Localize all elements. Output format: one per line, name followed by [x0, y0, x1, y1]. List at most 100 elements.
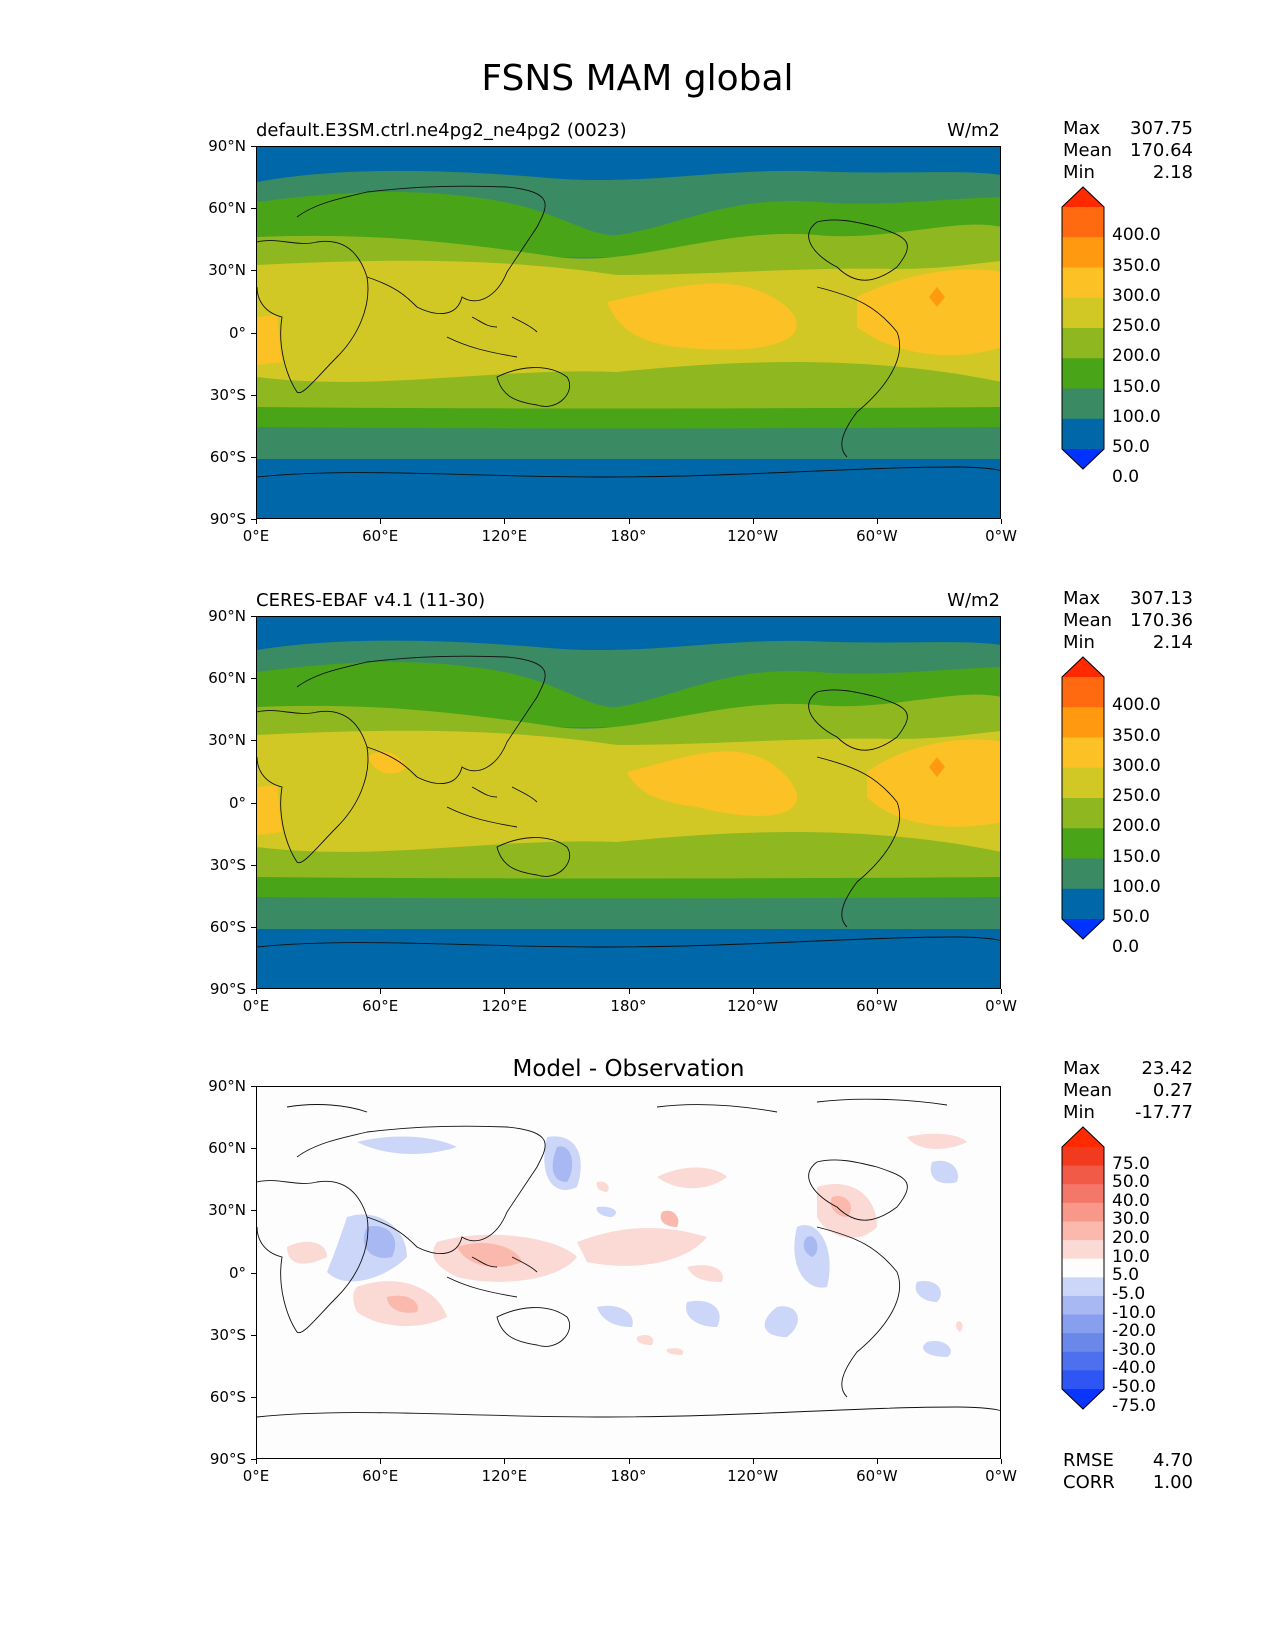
spot-350-atlantic — [929, 287, 945, 307]
colorbar-extend-max — [1062, 187, 1104, 207]
stats-block: Max 307.75 Mean 170.64 Min 2.18 — [1063, 118, 1193, 184]
lon-tick — [380, 1459, 382, 1464]
lat-tick-label: 30°N — [208, 731, 246, 750]
lon-tick-label: 0°W — [985, 997, 1017, 1015]
colorbar-outline — [1061, 186, 1105, 470]
lat-tick — [251, 456, 256, 458]
model-field-svg — [257, 147, 1000, 518]
negative-anomalies-strong — [363, 1146, 818, 1258]
lat-tick — [251, 519, 256, 520]
lon-tick-label: 120°E — [481, 997, 528, 1015]
lon-tick — [876, 519, 878, 524]
lat-tick — [251, 332, 256, 334]
colorbar-tick-label: 250.0 — [1112, 786, 1161, 806]
lon-tick-label: 60°W — [856, 527, 898, 545]
lon-tick — [876, 1459, 878, 1464]
band-300-indian — [367, 751, 407, 774]
max-label: Max — [1063, 588, 1101, 609]
band-300-africa — [257, 315, 282, 365]
lon-tick-label: 180° — [610, 527, 647, 545]
colorbar-tick-label: 20.0 — [1112, 1228, 1150, 1249]
colorbar-tick-label: 200.0 — [1112, 816, 1161, 837]
colorbar-segment — [1062, 1165, 1104, 1185]
colorbar-segment — [1062, 888, 1104, 920]
colorbar-tick-label: 100.0 — [1112, 876, 1161, 897]
lon-tick-label: 120°W — [727, 527, 779, 545]
colorbar-tick-label: 30.0 — [1112, 1209, 1150, 1230]
mean-label: Mean — [1063, 140, 1113, 161]
lon-tick — [504, 989, 506, 994]
colorbar-outline — [1061, 1126, 1105, 1410]
lon-tick — [380, 989, 382, 994]
lon-tick-label: 120°W — [727, 1467, 779, 1485]
lon-tick — [628, 989, 630, 994]
lat-tick — [251, 802, 256, 804]
rmse-label: RMSE — [1063, 1450, 1114, 1471]
colorbar-tick-label: 0.0 — [1112, 937, 1140, 958]
lat-tick-label: 0° — [228, 793, 246, 812]
colorbar-segment — [1062, 1240, 1104, 1260]
lat-tick — [251, 1210, 256, 1212]
lon-tick-label: 0°W — [985, 1467, 1017, 1485]
band-300-pacific — [627, 751, 797, 816]
colorbar-segment — [1062, 1258, 1104, 1278]
colorbar-segment — [1062, 1295, 1104, 1316]
colorbar-tick-label: 5.0 — [1112, 1265, 1140, 1286]
lat-tick-label: 60°S — [209, 447, 246, 466]
band-100-south — [257, 427, 1000, 462]
panel-model: default.E3SM.ctrl.ne4pg2_ne4pg2 (0023) W… — [0, 118, 1275, 558]
lon-tick — [256, 519, 257, 524]
lon-tick — [380, 519, 382, 524]
colorbar-segment — [1062, 1184, 1104, 1204]
lat-tick-label: 90°N — [208, 1077, 246, 1095]
lat-tick — [251, 616, 256, 617]
panel-subtitle: default.E3SM.ctrl.ne4pg2_ne4pg2 (0023) — [256, 120, 627, 141]
max-value: 307.13 — [1130, 588, 1193, 609]
band-200-south — [257, 832, 1000, 887]
lon-tick — [256, 989, 257, 994]
colorbar-tick-label: 300.0 — [1112, 285, 1161, 306]
panel-difference: Model - Observation — [0, 1056, 1275, 1498]
observation-field-svg — [257, 617, 1000, 988]
lat-tick-label: 30°S — [209, 1325, 246, 1344]
metrics-block: RMSE 4.70 CORR 1.00 — [1063, 1450, 1193, 1494]
lat-tick-label: 90°S — [209, 980, 246, 998]
lat-tick-label: 60°N — [208, 669, 246, 688]
colorbar-segment — [1062, 328, 1104, 359]
lat-tick — [251, 678, 256, 680]
lat-tick — [251, 864, 256, 866]
colorbar-outline — [1061, 656, 1105, 940]
colorbar-segment — [1062, 1202, 1104, 1222]
max-value: 23.42 — [1141, 1058, 1193, 1079]
lat-tick-label: 0° — [228, 1263, 246, 1282]
lat-tick-label: 90°S — [209, 510, 246, 528]
colorbar-tick-label: 100.0 — [1112, 406, 1161, 427]
colorbar-tick-label: 150.0 — [1112, 846, 1161, 867]
positive-anomalies-strong — [387, 1196, 852, 1313]
band-300-pacific — [607, 283, 797, 350]
colorbar-extend-min — [1062, 449, 1104, 469]
colorbar-tick-label: 350.0 — [1112, 725, 1161, 746]
lat-tick — [251, 1086, 256, 1087]
lon-tick — [1001, 1459, 1002, 1464]
observation-map — [256, 616, 1001, 989]
lon-tick-label: 60°E — [362, 527, 399, 545]
colorbar-tick-label: -40.0 — [1112, 1358, 1156, 1379]
colorbar-segment — [1062, 1277, 1104, 1297]
lat-tick-label: 60°S — [209, 917, 246, 936]
lat-tick — [251, 1396, 256, 1398]
lon-tick — [628, 1459, 630, 1464]
min-value: 2.18 — [1152, 162, 1193, 183]
colorbar-tick-label: 250.0 — [1112, 316, 1161, 336]
lon-tick-label: 120°E — [481, 1467, 528, 1485]
lat-tick-label: 30°S — [209, 855, 246, 874]
rmse-value: 4.70 — [1152, 1450, 1193, 1471]
colorbar-tick-label: 400.0 — [1112, 225, 1161, 246]
lon-tick — [628, 519, 630, 524]
coastlines — [257, 185, 1000, 478]
lat-tick-label: 90°S — [209, 1450, 246, 1468]
min-value: -17.77 — [1134, 1102, 1193, 1123]
max-label: Max — [1063, 118, 1101, 139]
colorbar-tick-label: 0.0 — [1112, 467, 1140, 488]
mean-label: Mean — [1063, 1080, 1113, 1101]
